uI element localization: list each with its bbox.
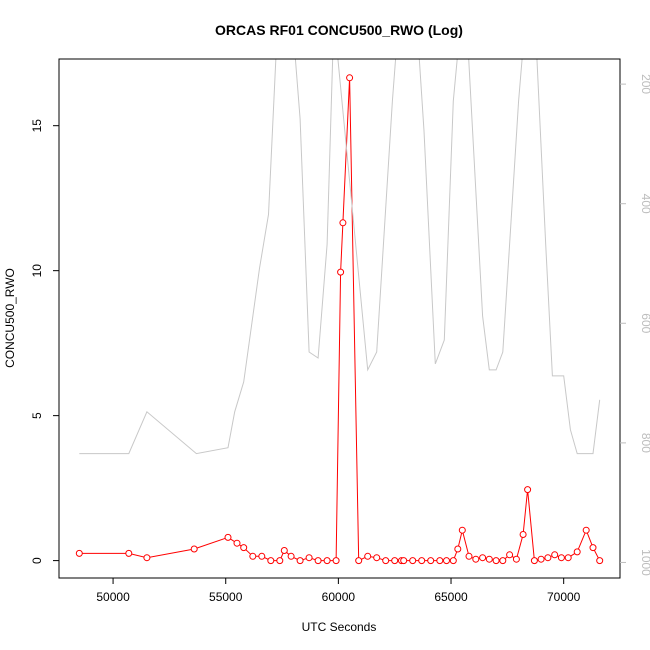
y2-tick-label: 600 (639, 313, 650, 333)
data-point (143, 554, 151, 562)
data-point (596, 557, 604, 565)
data-point (573, 548, 581, 556)
plot-series (75, 59, 604, 565)
x-tick-label: 65000 (434, 590, 468, 604)
data-point (524, 486, 532, 494)
data-point (287, 552, 295, 560)
data-point (280, 547, 288, 554)
data-point (75, 549, 83, 557)
y2-tick-label: 200 (639, 74, 650, 94)
y-tick-label: 5 (30, 412, 44, 419)
data-point (519, 531, 527, 538)
data-point (409, 557, 417, 565)
data-point (465, 552, 473, 560)
data-point (512, 555, 520, 563)
data-point (249, 552, 257, 560)
data-point (125, 549, 133, 557)
x-tick-label: 50000 (96, 590, 130, 604)
data-point (296, 557, 304, 565)
data-point (454, 545, 462, 553)
y-tick-label: 0 (30, 557, 44, 564)
data-point (427, 557, 435, 565)
y-axis: 0 5 10 15 (30, 119, 59, 564)
data-point (276, 557, 284, 565)
data-point (337, 268, 345, 276)
data-point (537, 555, 545, 563)
data-point (400, 557, 408, 565)
y2-tick-label: 1000 (639, 549, 650, 576)
data-point (418, 557, 426, 565)
data-point (224, 533, 232, 541)
data-point (443, 557, 450, 565)
data-point (589, 544, 597, 552)
data-point (472, 555, 480, 563)
y-tick-label: 15 (30, 119, 44, 133)
data-point (373, 554, 381, 562)
y2-tick-label: 400 (639, 194, 650, 214)
data-point (551, 551, 559, 559)
x-tick-label: 55000 (209, 590, 243, 604)
x-axis-label: UTC Seconds (302, 620, 377, 634)
data-point (332, 557, 340, 565)
data-point (355, 557, 363, 565)
data-point (339, 219, 347, 227)
series-line-right (79, 59, 601, 455)
series-line-left (79, 77, 601, 562)
data-point (267, 557, 275, 565)
data-point (233, 539, 241, 547)
x-tick-label: 60000 (322, 590, 356, 604)
y-tick-label: 10 (30, 264, 44, 278)
data-point (544, 554, 552, 562)
data-point (499, 557, 507, 565)
data-point (582, 526, 590, 534)
x-axis: 50000 55000 60000 65000 70000 (96, 577, 581, 604)
y-axis-label: CONCU500_RWO (3, 268, 17, 368)
data-point (305, 554, 313, 562)
data-point (485, 555, 493, 563)
data-point (458, 526, 466, 534)
x-tick-label: 70000 (547, 590, 581, 604)
data-point (492, 557, 500, 565)
data-point (258, 552, 266, 560)
data-point (557, 554, 565, 562)
data-point (530, 557, 538, 565)
data-point (382, 557, 390, 565)
data-point (240, 544, 248, 552)
data-point (564, 554, 572, 562)
data-point (436, 557, 444, 565)
y2-tick-label: 800 (639, 433, 650, 453)
data-point (314, 557, 322, 565)
data-point (190, 545, 198, 553)
data-point (449, 557, 457, 565)
data-point (479, 554, 487, 562)
data-point (346, 74, 354, 82)
data-point (364, 552, 372, 560)
data-point (391, 557, 399, 565)
data-point (323, 557, 331, 565)
y2-axis: 200 400 600 800 1000 (620, 74, 650, 576)
data-point (506, 551, 514, 559)
chart-title: ORCAS RF01 CONCU500_RWO (Log) (215, 22, 463, 38)
